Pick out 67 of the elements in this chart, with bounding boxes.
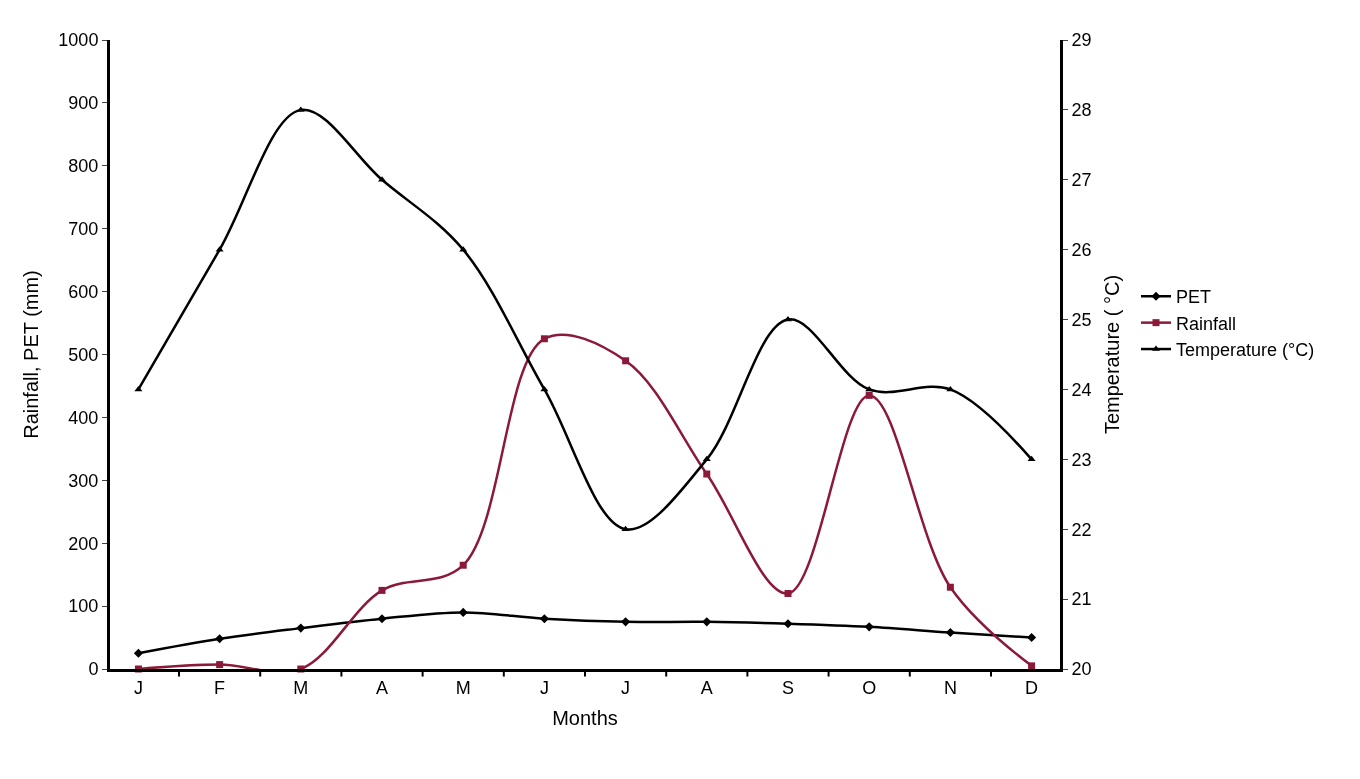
point (946, 385, 955, 392)
y-tick-label: 0 (88, 659, 99, 680)
x-tick-label: M (455, 677, 471, 698)
y-tick-label: 700 (68, 219, 99, 239)
x-tick-label: J (539, 677, 549, 698)
point (946, 583, 954, 591)
y2-axis-title: Temperature ( °C) (1101, 274, 1124, 435)
y2-tick-label: 25 (1071, 309, 1092, 330)
point (459, 561, 467, 569)
y-tick-label: 400 (68, 407, 99, 428)
point (702, 455, 711, 462)
y-tick-label: 500 (68, 344, 99, 365)
y-tick-label: 600 (68, 281, 99, 302)
point (377, 614, 387, 624)
x-tick-label: J (133, 677, 143, 698)
point (865, 385, 874, 392)
point (864, 622, 874, 632)
point (540, 335, 548, 343)
point (945, 627, 955, 638)
point (1027, 633, 1037, 643)
x-tick-label: A (700, 677, 713, 698)
y2-tick-label: 24 (1071, 379, 1092, 400)
y-tick-label: 1000 (58, 30, 99, 51)
x-tick-label: D (1025, 677, 1039, 698)
x-tick-label: F (214, 677, 226, 698)
y2-tick-label: 29 (1071, 30, 1092, 51)
y2-tick-label: 27 (1071, 170, 1092, 191)
legend-label: Rainfall (1176, 313, 1237, 334)
y2-tick-label: 26 (1071, 239, 1092, 260)
point (784, 590, 792, 598)
point (216, 661, 224, 669)
point (134, 385, 143, 392)
x-axis-title: Months (552, 707, 618, 730)
point (458, 607, 468, 617)
point (215, 634, 225, 644)
y-tick-label: 900 (68, 93, 99, 114)
x-tick-label: A (376, 677, 389, 698)
point (622, 357, 630, 365)
legend-label: PET (1176, 287, 1212, 308)
y-tick-label: 800 (68, 156, 99, 177)
point (539, 614, 549, 624)
point (865, 391, 873, 399)
point (133, 648, 143, 658)
y-axis-title: Rainfall, PET (mm) (19, 270, 42, 439)
point (296, 623, 306, 633)
y2-tick-label: 20 (1071, 659, 1092, 680)
x-tick-label: N (943, 677, 957, 698)
y2-tick-label: 28 (1071, 100, 1092, 121)
legend-label: Temperature (°C) (1176, 340, 1315, 361)
x-tick-label: M (293, 677, 309, 698)
x-tick-label: O (862, 677, 877, 698)
point (1028, 662, 1036, 670)
point (702, 617, 712, 627)
y2-tick-label: 21 (1071, 589, 1092, 610)
y-tick-label: 200 (68, 533, 99, 554)
point (378, 586, 386, 594)
y-tick-label: 100 (68, 596, 99, 617)
point (1027, 455, 1036, 462)
point (703, 470, 711, 478)
point (621, 617, 631, 627)
x-tick-label: S (781, 677, 794, 698)
point (783, 619, 793, 629)
x-tick-label: J (621, 677, 631, 698)
y-tick-label: 300 (68, 470, 99, 491)
y2-tick-label: 23 (1071, 449, 1092, 470)
point (540, 385, 549, 392)
y2-tick-label: 22 (1071, 519, 1092, 540)
